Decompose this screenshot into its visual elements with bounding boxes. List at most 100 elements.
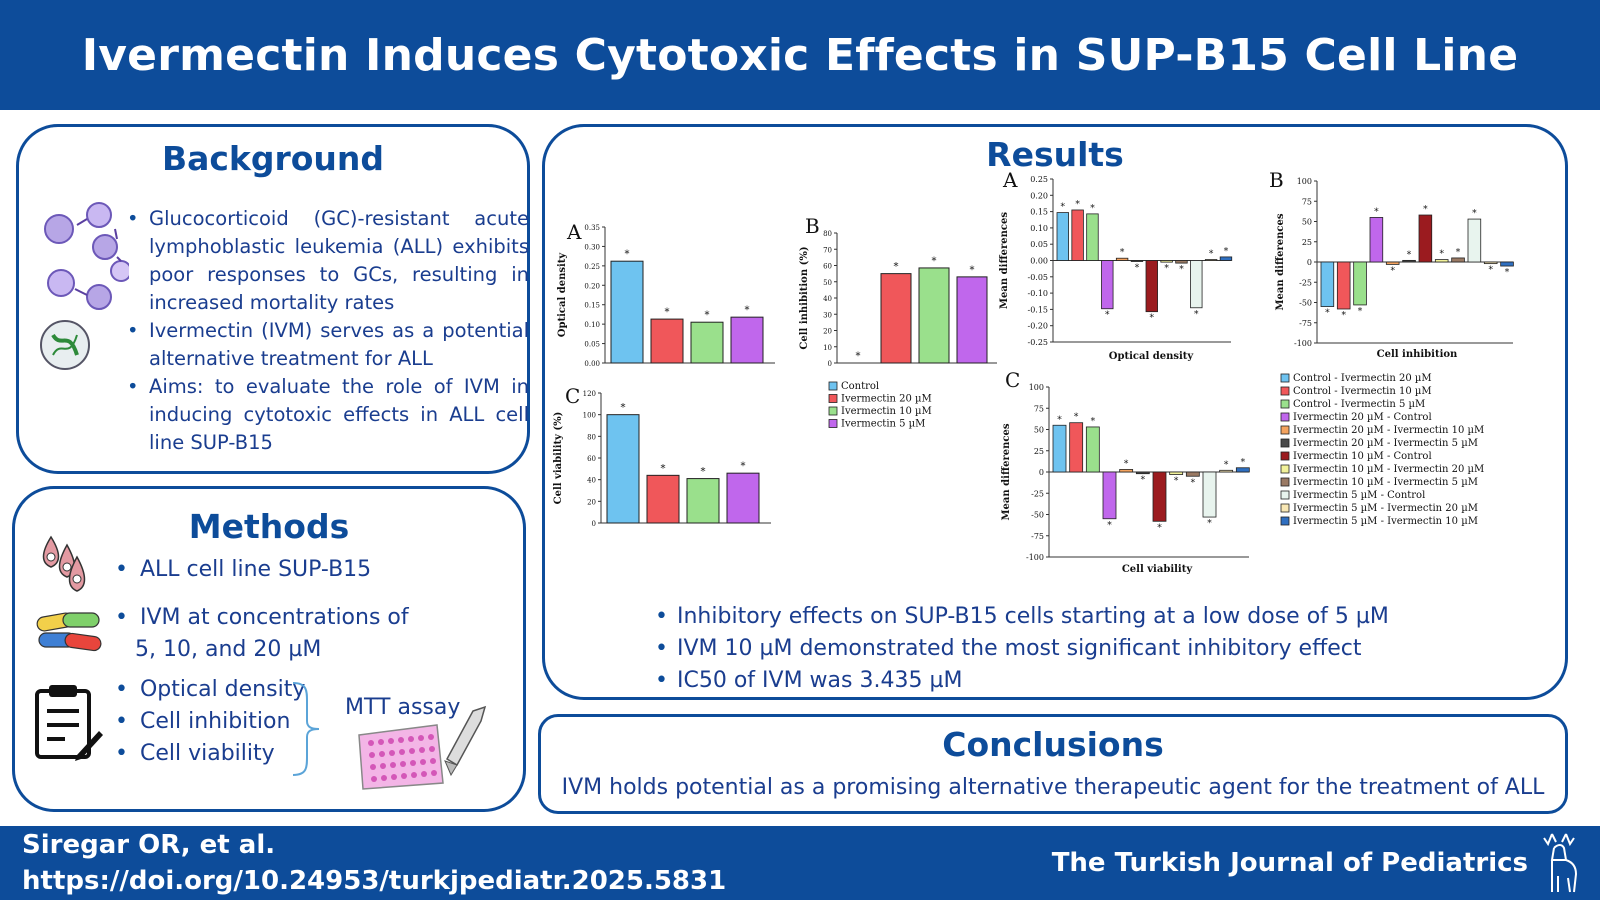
results-charts: A 0.00 0.05 0.10 0.15 0.20 0.25 0.30 0.35 Optical…	[553, 168, 1514, 575]
significance-star: *	[894, 262, 899, 273]
y-tick-label: 0.10	[584, 321, 600, 329]
chart-bar	[880, 273, 912, 364]
capsules-icon	[36, 612, 102, 652]
chart-bar	[1135, 471, 1150, 475]
results-bullets: Inhibitory effects on SUP-B15 cells star…	[655, 601, 1389, 697]
y-tick-label: 10	[823, 344, 832, 352]
legend-swatch	[1280, 464, 1290, 474]
y-tick-label: 120	[583, 390, 596, 398]
deer-logo-icon	[1543, 833, 1578, 893]
legend-label: Ivermectin 20 µM	[841, 394, 932, 405]
chart-bar	[1336, 261, 1351, 310]
significance-star: *	[705, 310, 710, 321]
legend-swatch	[1280, 490, 1290, 500]
significance-star: *	[1456, 248, 1461, 258]
y-tick-label: -0.25	[1027, 338, 1048, 347]
chart-bar	[1483, 261, 1498, 265]
chart-bar	[1353, 261, 1367, 306]
significance-star: *	[1224, 460, 1229, 470]
y-tick-label: -75	[1299, 319, 1312, 328]
method-ivm-doses: 5, 10, and 20 µM	[135, 637, 322, 662]
y-tick-label: -75	[1031, 532, 1044, 541]
chart-panel-letter: C	[565, 384, 580, 408]
y-tick-label: 0.20	[1030, 191, 1048, 200]
y-tick-label: 0.15	[584, 302, 600, 310]
significance-star: *	[1209, 250, 1214, 260]
chart-bar	[686, 478, 720, 524]
chart-bar	[1160, 260, 1173, 263]
y-tick-label: 80	[823, 230, 832, 238]
legend-swatch	[828, 406, 838, 416]
legend-label: Control - Ivermectin 10 µM	[1293, 386, 1432, 397]
y-tick-label: 50	[1034, 426, 1044, 435]
significance-star: *	[1374, 207, 1379, 217]
background-bullet: Aims: to evaluate the role of IVM in ind…	[127, 373, 529, 457]
chart-bar	[1185, 471, 1200, 477]
chart-bar	[1467, 218, 1482, 263]
chart-bar	[1152, 471, 1167, 522]
chart-bar	[1071, 209, 1084, 261]
significance-star: *	[1179, 265, 1184, 275]
significance-star: *	[1141, 476, 1146, 486]
significance-star: *	[621, 403, 626, 414]
conclusions-text: IVM holds potential as a promising alter…	[561, 775, 1545, 800]
significance-star: *	[1105, 311, 1110, 321]
y-axis-label: Mean differences	[1001, 423, 1012, 520]
chart-bar	[1235, 467, 1250, 473]
chart-bar	[1219, 256, 1233, 261]
y-tick-label: -25	[1299, 278, 1312, 287]
x-axis-label: Cell viability	[1122, 564, 1193, 575]
legend-label: Ivermectin 10 µM - Ivermectin 5 µM	[1293, 477, 1478, 488]
y-tick-label: 50	[823, 279, 832, 287]
y-axis-label: Mean differences	[999, 212, 1010, 309]
significance-star: *	[661, 463, 666, 474]
legend-swatch	[1280, 477, 1290, 487]
y-tick-label: 0.00	[1030, 257, 1048, 266]
y-tick-label: 75	[1034, 404, 1044, 413]
y-tick-label: 0.05	[584, 341, 600, 349]
chart-bar	[1219, 469, 1234, 473]
conclusions-heading: Conclusions	[942, 725, 1164, 764]
y-tick-label: 0	[828, 360, 832, 368]
y-tick-label: -0.15	[1027, 305, 1048, 314]
chart-panel-letter: B	[805, 214, 820, 238]
footer: Siregar OR, et al. https://doi.org/10.24…	[0, 826, 1600, 900]
significance-star: *	[1074, 413, 1079, 423]
chart-bar	[606, 414, 640, 524]
y-tick-label: -0.20	[1027, 322, 1048, 331]
y-tick-label: 30	[823, 311, 832, 319]
significance-star: *	[1194, 310, 1199, 320]
significance-star: *	[1150, 314, 1155, 324]
journal-name: The Turkish Journal of Pediatrics	[1051, 848, 1528, 878]
method-ivm-concentrations: • IVM at concentrations of	[115, 605, 409, 630]
method-assay-cell-inhibition: • Cell inhibition	[115, 709, 291, 734]
significance-star: *	[701, 467, 706, 478]
y-tick-label: -50	[1031, 511, 1044, 520]
chart-bar	[1418, 214, 1433, 263]
title-bar: Ivermectin Induces Cytotoxic Effects in …	[0, 0, 1600, 110]
y-axis-label: Mean differences	[1275, 213, 1286, 310]
chart-bar	[1102, 471, 1117, 520]
chart-bar	[1119, 469, 1134, 473]
significance-star: *	[1091, 417, 1096, 427]
significance-star: *	[1157, 523, 1162, 533]
method-assay-optical-density: • Optical density	[115, 677, 306, 702]
chart-bar	[1320, 261, 1335, 307]
y-tick-label: 40	[823, 295, 832, 303]
legend-swatch	[828, 394, 838, 403]
y-tick-label: 20	[823, 328, 832, 336]
doi-link[interactable]: https://doi.org/10.24953/turkjpediatr.20…	[22, 866, 727, 896]
chart-bar	[646, 474, 680, 524]
significance-star: *	[625, 249, 630, 260]
results-bullet: Inhibitory effects on SUP-B15 cells star…	[655, 601, 1389, 633]
legend-swatch	[1280, 438, 1290, 448]
significance-star: *	[1124, 459, 1129, 469]
significance-star: *	[970, 265, 975, 276]
legend-label: Control - Ivermectin 5 µM	[1293, 399, 1425, 410]
significance-star: *	[1241, 458, 1246, 468]
legend-swatch	[1280, 425, 1290, 435]
significance-star: *	[1120, 248, 1125, 258]
chart-bar	[918, 267, 950, 364]
background-bullet: Ivermectin (IVM) serves as a potential a…	[127, 317, 529, 373]
chart-bar	[1434, 259, 1449, 263]
